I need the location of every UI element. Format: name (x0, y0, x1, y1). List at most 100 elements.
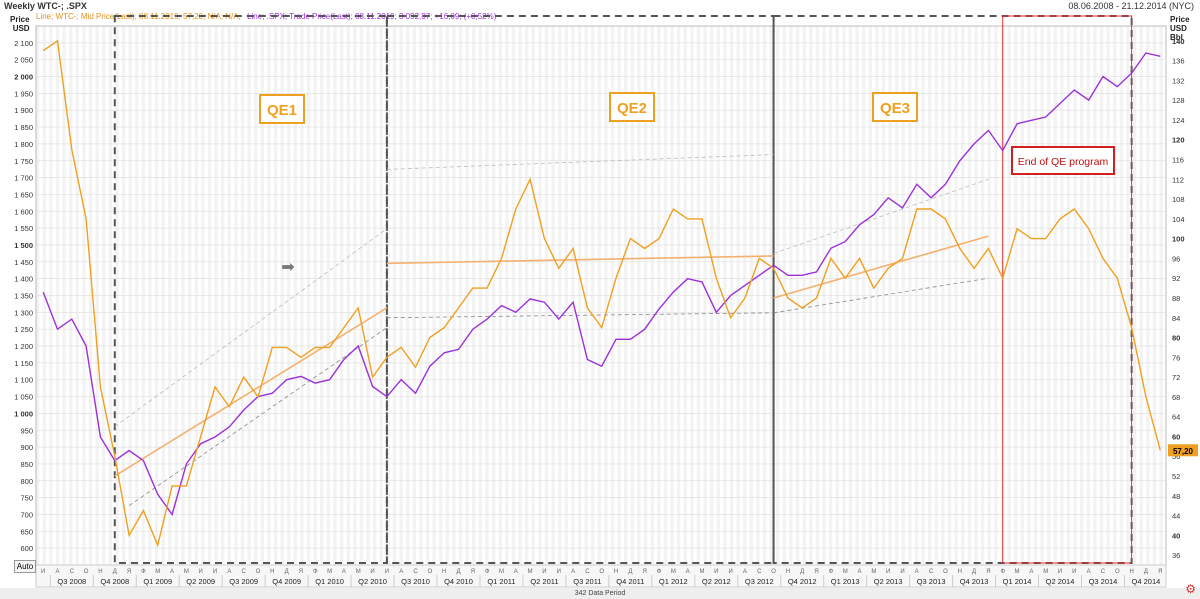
month-tick-label: И (1058, 569, 1062, 575)
month-tick-label: Н (958, 569, 962, 575)
quarter-tick-label: Q3 2009 (229, 577, 258, 586)
left-tick-label: 1 200 (14, 342, 33, 351)
left-tick-label: 950 (20, 426, 33, 435)
month-tick-label: С (241, 569, 246, 575)
title-bar: Weekly WTC-; .SPX 08.06.2008 - 21.12.201… (0, 0, 1200, 12)
right-axis: 140 136 132 128 124 120 116 112 108 104 100 96 92 88 8… (1172, 37, 1185, 560)
month-tick-label: А (571, 569, 575, 575)
month-tick-label: И (886, 569, 890, 575)
month-tick-label: И (900, 569, 904, 575)
month-tick-label: А (227, 569, 231, 575)
month-tick-label: Я (986, 569, 990, 575)
month-tick-label: Ф (1000, 569, 1005, 575)
gridlines (36, 42, 1166, 549)
month-tick-label: С (1101, 569, 1106, 575)
month-tick-label: М (499, 569, 504, 575)
month-tick-label: Я (643, 569, 647, 575)
quarter-tick-label: Q2 2009 (186, 577, 215, 586)
month-tick-label: Д (628, 569, 632, 575)
trend-line (114, 307, 388, 477)
trend-line (773, 235, 989, 299)
month-tick-label: А (170, 569, 174, 575)
month-tick-label: Д (800, 569, 804, 575)
month-tick-label: Н (98, 569, 102, 575)
chart-window-title: Weekly WTC-; .SPX (4, 1, 87, 11)
quarter-tick-label: Q4 2010 (444, 577, 473, 586)
month-tick-label: О (771, 569, 776, 575)
annotation-labels: QE1 QE2 QE3 End of QE program ➡ 57,20 (259, 92, 1198, 457)
channel-line (773, 277, 989, 314)
qe-region-frame (772, 15, 1133, 564)
right-tick-label: 140 (1172, 37, 1185, 46)
right-tick-label: 48 (1172, 492, 1180, 501)
left-tick-label: 1 450 (14, 258, 33, 267)
left-tick-label: 650 (20, 527, 33, 536)
quarter-tick-label: Q2 2014 (1046, 577, 1075, 586)
month-tick-label: М (155, 569, 160, 575)
left-axis-title: Price USD (10, 15, 30, 33)
right-axis-title-line2: USD (1170, 24, 1187, 33)
month-tick-label: Д (113, 569, 117, 575)
trend-line (386, 255, 774, 265)
right-tick-label: 136 (1172, 57, 1185, 66)
right-tick-label: 84 (1172, 314, 1180, 323)
last-price-badge-label: 57,20 (1173, 447, 1194, 456)
right-tick-label: 44 (1172, 512, 1180, 521)
left-tick-label: 1 700 (14, 174, 33, 183)
quarter-tick-label: Q4 2011 (616, 577, 644, 586)
right-tick-label: 124 (1172, 116, 1185, 125)
qe2-label: QE2 (617, 100, 647, 117)
month-tick-label: М (184, 569, 189, 575)
date-range: 08.06.2008 - 21.12.2014 (NYC) (1068, 1, 1194, 11)
month-tick-label: Д (1144, 569, 1148, 575)
month-tick-label: А (858, 569, 862, 575)
left-tick-label: 750 (20, 494, 33, 503)
month-tick-label: М (871, 569, 876, 575)
left-tick-label: 900 (20, 443, 33, 452)
right-tick-label: 64 (1172, 413, 1180, 422)
end-qe-label-box (1011, 146, 1115, 175)
left-tick-label: 600 (20, 544, 33, 553)
left-tick-label: 1 900 (14, 106, 33, 115)
end-qe-frame (1002, 15, 1133, 564)
legend-wtc[interactable]: Line; WTC-; Mid Price(Last); 08.11.2019;… (36, 12, 241, 21)
left-axis-title-line2: USD (12, 24, 30, 33)
qe3-label-box (872, 92, 918, 122)
month-tick-label: А (1087, 569, 1091, 575)
month-tick-label: М (1015, 569, 1020, 575)
settings-icon[interactable]: ⚙ (1185, 582, 1196, 596)
right-tick-label: 96 (1172, 254, 1180, 263)
month-tick-label: И (213, 569, 217, 575)
quarter-tick-label: Q4 2014 (1132, 577, 1161, 586)
month-tick-label: И (199, 569, 203, 575)
auto-scale-button[interactable]: Auto (14, 560, 36, 573)
month-tick-label: Н (614, 569, 618, 575)
left-tick-label: 1 750 (14, 157, 33, 166)
left-tick-label: 1 350 (14, 292, 33, 301)
month-tick-label: А (743, 569, 747, 575)
month-tick-label: И (714, 569, 718, 575)
month-tick-label: О (943, 569, 948, 575)
series-lines (42, 39, 1161, 548)
quarter-tick-label: Q3 2012 (745, 577, 774, 586)
left-tick-label: 1 400 (14, 275, 33, 284)
right-tick-label: 72 (1172, 373, 1180, 382)
right-tick-label: 132 (1172, 76, 1185, 85)
right-tick-label: 108 (1172, 195, 1185, 204)
month-tick-label: Я (471, 569, 475, 575)
month-tick-label: Я (814, 569, 818, 575)
qe1-label: QE1 (267, 102, 297, 119)
quarter-tick-label: Q1 2009 (143, 577, 172, 586)
quarter-tick-label: Q4 2009 (272, 577, 301, 586)
quarter-tick-label: Q4 2012 (788, 577, 817, 586)
month-tick-label: Ф (657, 569, 662, 575)
left-tick-label: 1 000 (14, 409, 33, 418)
quarter-tick-label: Q2 2013 (874, 577, 903, 586)
right-tick-label: 60 (1172, 432, 1180, 441)
quarter-tick-label: Q1 2010 (315, 577, 344, 586)
month-tick-label: С (585, 569, 590, 575)
right-tick-label: 104 (1172, 215, 1185, 224)
month-tick-label: С (70, 569, 75, 575)
month-tick-label: Н (270, 569, 274, 575)
